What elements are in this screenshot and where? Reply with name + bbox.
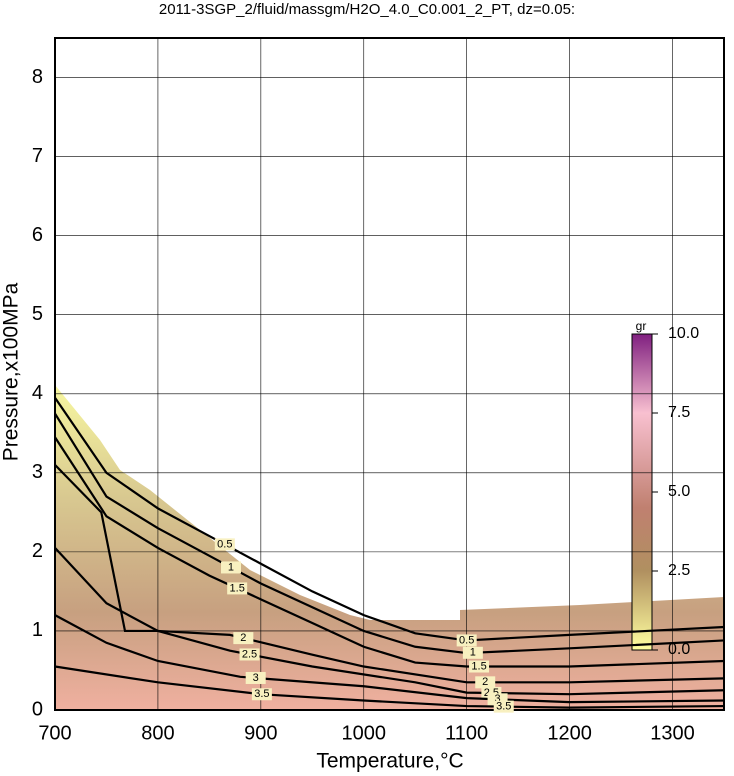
x-tick-label: 1200: [547, 722, 592, 744]
y-tick-label: 8: [32, 66, 43, 88]
colorbar-tick-label: 7.5: [668, 404, 690, 421]
contour-line: [54, 614, 725, 704]
chart-title: 2011-3SGP_2/fluid/massgm/H2O_4.0_C0.001_…: [159, 1, 575, 18]
contour-line: [54, 412, 725, 655]
y-axis-label: Pressure,x100MPa: [0, 282, 23, 461]
contour-line: [54, 397, 725, 642]
x-tick-label: 1300: [650, 722, 695, 744]
colorbar-tick-label: 0.0: [668, 641, 690, 658]
colorbar-tick-label: 2.5: [668, 562, 690, 579]
contour-label: 3: [495, 693, 501, 705]
contour-label: 3.5: [254, 688, 269, 700]
contour-label-bg: [214, 538, 235, 551]
contour-label: 1: [470, 647, 476, 659]
x-axis-label: Temperature,°C: [316, 750, 463, 773]
contour-label: 0.5: [217, 538, 232, 550]
contour-label-bg: [251, 688, 272, 701]
colorbar-tick-label: 10.0: [668, 325, 699, 342]
y-tick-label: 4: [32, 382, 43, 404]
contour-line: [54, 665, 725, 709]
filled-region: [55, 385, 724, 710]
contour-label: 0.5: [459, 634, 474, 646]
contour-label-bg: [469, 660, 490, 673]
y-tick-label: 7: [32, 145, 43, 167]
plot-frame: [54, 37, 725, 711]
y-tick-label: 2: [32, 540, 43, 562]
contour-label: 2: [240, 632, 246, 644]
contour-label: 1: [228, 561, 234, 573]
contour-label-bg: [493, 700, 514, 713]
y-tick-label: 0: [32, 698, 43, 720]
contour-label: 3: [253, 672, 259, 684]
x-tick-label: 800: [141, 722, 174, 744]
contour-label: 2.5: [242, 648, 257, 660]
x-tick-label: 1100: [445, 722, 488, 744]
contour-label-bg: [245, 671, 266, 684]
contour-label-bg: [220, 561, 241, 574]
contour-label-bg: [475, 676, 496, 689]
contour-label: 3.5: [496, 701, 511, 713]
colorbar-label: gr: [636, 319, 647, 333]
contour-label: 2: [482, 676, 488, 688]
contour-label: 1.5: [230, 582, 245, 594]
x-tick-label: 900: [244, 722, 277, 744]
x-tick-label: 1000: [342, 722, 387, 744]
y-tick-label: 6: [32, 224, 43, 246]
contour-label-bg: [227, 582, 248, 595]
contour-label-bg: [233, 632, 254, 645]
y-tick-label: 1: [32, 619, 43, 641]
contour-line: [54, 436, 725, 668]
contour-label-bg: [239, 648, 260, 661]
colorbar: [631, 333, 653, 651]
contour-line: [54, 547, 725, 696]
y-tick-label: 5: [32, 303, 43, 325]
y-tick-label: 3: [32, 461, 43, 483]
contour-label-bg: [462, 646, 483, 659]
colorbar-tick-label: 5.0: [668, 483, 690, 500]
contour-label-bg: [456, 634, 477, 647]
contour-line: [54, 464, 725, 684]
x-tick-label: 700: [38, 722, 71, 744]
contour-label: 1.5: [471, 660, 486, 672]
